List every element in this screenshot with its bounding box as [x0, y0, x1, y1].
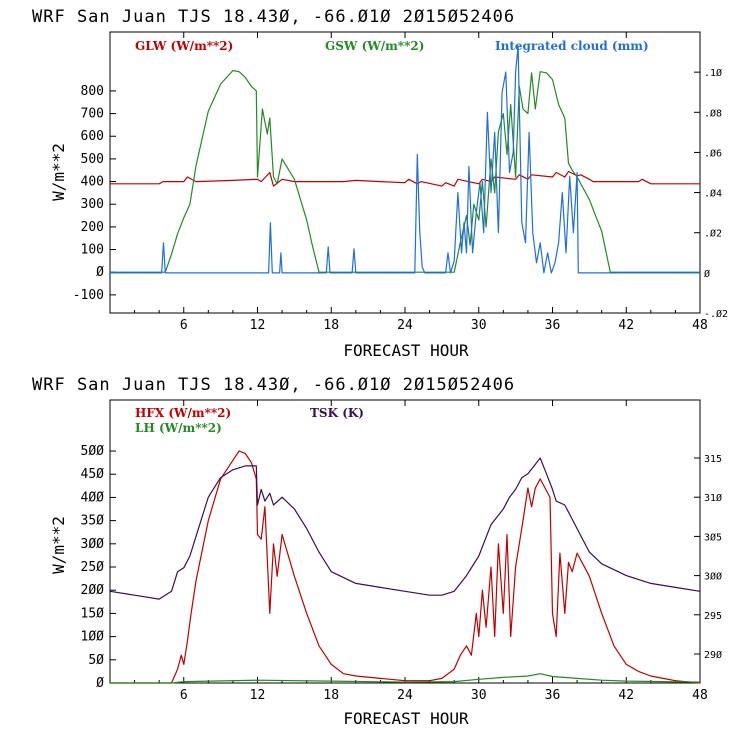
- y2-tick-label: 3ØØ: [704, 571, 722, 583]
- y-tick-label: 600: [81, 129, 104, 144]
- series-line-tsk: [109, 457, 701, 600]
- legend-gsw: GSW (W/m**2): [325, 39, 424, 53]
- y-tick-label: 5Ø: [88, 653, 104, 668]
- legend-tsk: TSK (K): [310, 406, 364, 420]
- x-tick-label: 36: [545, 688, 561, 703]
- x-tick-label: 30: [471, 688, 487, 703]
- x-tick-label: 48: [692, 318, 708, 333]
- x-tick-label: 18: [323, 688, 339, 703]
- y-tick-label: 15Ø: [81, 606, 105, 621]
- x-tick-label: 24: [397, 318, 413, 333]
- y-tick-label: 700: [81, 107, 104, 122]
- y-tick-label: 45Ø: [81, 467, 105, 482]
- y-tick-label: 500: [81, 152, 104, 167]
- y2-tick-label: 315: [704, 454, 722, 465]
- y2-tick-label: 31Ø: [704, 492, 722, 504]
- y2-tick-label: 295: [704, 611, 722, 622]
- x-axis-label: FORECAST HOUR: [343, 341, 469, 360]
- y-tick-label: 1ØØ: [81, 630, 105, 645]
- x-tick-label: 18: [323, 318, 339, 333]
- chart-hfx-lh-tsk: WRF San Juan TJS 18.43Ø, -66.Ø1Ø 2Ø15Ø52…: [32, 375, 722, 728]
- chart-glw-gsw-cloud: WRF San Juan TJS 18.43Ø, -66.Ø1Ø 2Ø15Ø52…: [32, 7, 728, 360]
- legend-lh: LH (W/m**2): [135, 421, 222, 435]
- y-tick-label: 200: [81, 220, 104, 235]
- y2-tick-label: .Ø8: [704, 107, 722, 119]
- x-axis-label: FORECAST HOUR: [343, 709, 469, 728]
- x-tick-label: 48: [692, 688, 708, 703]
- y-tick-label: 800: [81, 84, 104, 99]
- y-tick-label: 4ØØ: [81, 490, 105, 505]
- legend-glw: GLW (W/m**2): [135, 39, 233, 53]
- legend-hfx: HFX (W/m**2): [135, 406, 231, 420]
- chart-title: WRF San Juan TJS 18.43Ø, -66.Ø1Ø 2Ø15Ø52…: [32, 7, 515, 27]
- x-tick-label: 42: [618, 318, 634, 333]
- series-line-integrated: [110, 45, 700, 274]
- x-tick-label: 12: [250, 318, 266, 333]
- x-tick-label: 36: [545, 318, 561, 333]
- x-tick-label: 42: [618, 688, 634, 703]
- series-line-gsw: [110, 69, 700, 273]
- y-tick-label: 35Ø: [81, 514, 105, 529]
- y-tick-label: 100: [81, 243, 104, 258]
- y-tick-label: Ø: [96, 265, 104, 280]
- y-tick-label: 5ØØ: [81, 444, 105, 459]
- plot-frame: [109, 31, 701, 314]
- y2-tick-label: .Ø4: [704, 188, 722, 200]
- y-tick-label: 25Ø: [81, 560, 105, 575]
- series-line-glw: [110, 170, 700, 187]
- y-tick-label: 300: [81, 197, 104, 212]
- y2-tick-label: .Ø6: [704, 147, 722, 159]
- y-tick-label: -100: [73, 288, 104, 303]
- y2-tick-label: .1Ø: [704, 67, 722, 79]
- x-tick-label: 30: [471, 318, 487, 333]
- chart-title: WRF San Juan TJS 18.43Ø, -66.Ø1Ø 2Ø15Ø52…: [32, 375, 515, 395]
- x-tick-label: 6: [180, 318, 188, 333]
- y2-tick-label: 29Ø: [704, 649, 722, 661]
- legend-cloud: Integrated cloud (mm): [495, 39, 649, 53]
- y2-tick-label: .Ø2: [704, 228, 722, 240]
- x-tick-label: 6: [180, 688, 188, 703]
- y-axis-label: W/m**2: [49, 516, 68, 574]
- y2-tick-label: -.Ø2: [704, 308, 728, 320]
- tick-group: 6 12 18 24 30 36 42 48 -100 Ø 100 200 300 400 500 600 70…: [73, 32, 728, 333]
- x-tick-label: 24: [397, 688, 413, 703]
- tick-group: 6 12 18 24 30 36 42 48 Ø 5Ø 1ØØ 15Ø 2ØØ 25Ø 3ØØ 35Ø 4ØØ 4…: [81, 400, 722, 703]
- series-group: [109, 450, 701, 684]
- series-group: [110, 45, 700, 274]
- y-tick-label: 400: [81, 175, 104, 190]
- y2-tick-label: 3Ø5: [704, 531, 722, 543]
- series-line-hfx: [110, 450, 701, 684]
- series-line-lh: [110, 673, 701, 684]
- y2-tick-label: Ø: [704, 268, 710, 280]
- x-tick-label: 12: [250, 688, 266, 703]
- y-tick-label: 2ØØ: [81, 583, 105, 598]
- y-tick-label: 3ØØ: [81, 537, 105, 552]
- y-tick-label: Ø: [96, 676, 104, 691]
- y-axis-label: W/m**2: [49, 143, 68, 201]
